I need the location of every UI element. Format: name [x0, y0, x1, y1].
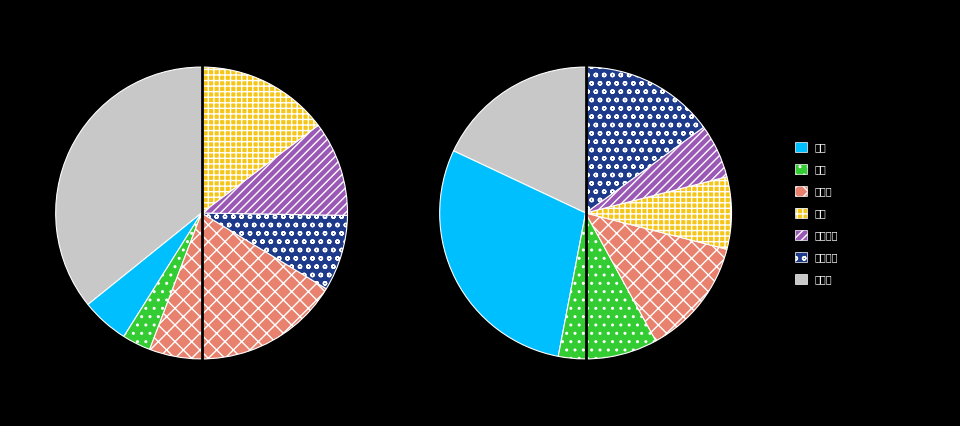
Wedge shape — [150, 213, 326, 359]
Wedge shape — [586, 127, 727, 213]
Wedge shape — [586, 213, 727, 341]
Wedge shape — [453, 67, 586, 213]
Wedge shape — [88, 213, 202, 337]
Wedge shape — [559, 213, 656, 359]
Wedge shape — [586, 177, 732, 249]
Wedge shape — [440, 151, 586, 356]
Legend: 食料, 住居, 光熱水, 交通, 教育婨楽, 保健医療, その他: 食料, 住居, 光熱水, 交通, 教育婨楽, 保健医療, その他 — [792, 139, 841, 287]
Wedge shape — [202, 213, 348, 289]
Wedge shape — [586, 67, 704, 213]
Wedge shape — [124, 213, 202, 349]
Wedge shape — [202, 67, 318, 213]
Wedge shape — [56, 67, 202, 305]
Wedge shape — [202, 125, 348, 216]
